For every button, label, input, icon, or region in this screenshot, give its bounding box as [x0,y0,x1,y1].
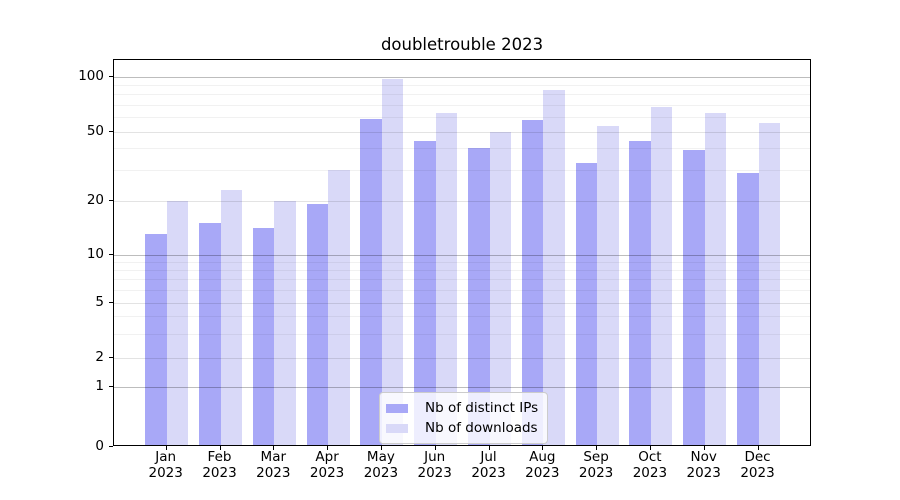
gridline-100 [114,76,810,78]
y-tick-mark-10 [108,253,113,255]
legend-label-downloads: Nb of downloads [425,420,538,436]
bar-distinct-ips-jan [145,234,167,445]
gridline-2 [114,358,810,360]
y-tick-label-0: 0 [95,437,104,454]
x-tick-mark-oct [649,445,651,450]
x-tick-mark-jun [434,445,436,450]
x-tick-label-jul: Jul 2023 [471,449,506,481]
y-tick-label-50: 50 [86,122,104,139]
bar-downloads-feb [220,190,242,445]
x-tick-mark-feb [219,445,221,450]
y-tick-mark-50 [108,130,113,132]
x-tick-label-apr: Apr 2023 [309,449,345,481]
gridline-1 [114,386,810,388]
bar-downloads-may [381,79,404,445]
x-tick-mark-apr [327,445,329,450]
bar-distinct-ips-oct [629,141,651,445]
x-tick-mark-jul [488,445,490,450]
bar-distinct-ips-mar [252,228,275,445]
gridline-50 [114,131,810,133]
bar-downloads-aug [543,89,565,445]
gridline-4 [114,316,810,318]
gridline-10 [114,254,810,256]
x-tick-label-jan: Jan 2023 [148,449,183,481]
gridline-40 [114,148,810,150]
x-tick-mark-aug [542,445,544,450]
x-tick-mark-sep [596,445,598,450]
bar-distinct-ips-jun [414,141,436,445]
y-tick-label-10: 10 [86,245,104,262]
legend: Nb of distinct IPs Nb of downloads [379,392,549,444]
bar-distinct-ips-may [360,118,382,445]
gridline-20 [114,200,810,202]
bar-downloads-dec [758,122,780,445]
bar-downloads-jan [166,200,189,445]
gridline-60 [114,117,810,119]
bar-distinct-ips-feb [199,222,221,445]
gridline-80 [114,94,810,96]
y-tick-mark-100 [108,75,113,77]
legend-item-downloads: Nb of downloads [386,418,538,438]
legend-item-distinct-ips: Nb of distinct IPs [386,398,538,418]
x-tick-label-dec: Dec 2023 [740,449,775,481]
y-tick-label-1: 1 [95,377,104,394]
chart-title: doubletrouble 2023 [380,35,544,54]
gridline-3 [114,333,810,335]
legend-label-distinct-ips: Nb of distinct IPs [425,400,539,416]
y-tick-mark-2 [108,357,113,359]
gridline-90 [114,85,810,87]
bar-downloads-oct [650,107,673,445]
x-tick-label-oct: Oct 2023 [632,449,668,481]
gridline-6 [114,289,810,291]
y-tick-mark-1 [108,385,113,387]
x-tick-label-jun: Jun 2023 [417,449,452,481]
x-tick-label-feb: Feb 2023 [202,449,237,481]
x-tick-label-mar: Mar 2023 [256,449,291,481]
y-tick-mark-5 [108,301,113,303]
y-tick-mark-20 [108,199,113,201]
bar-downloads-apr [328,170,350,445]
x-tick-mark-dec [757,445,759,450]
bar-downloads-sep [597,125,619,445]
y-tick-label-2: 2 [95,349,104,366]
bar-distinct-ips-jul [468,148,490,445]
x-tick-mark-nov [703,445,705,450]
y-tick-mark-0 [108,445,113,447]
gridline-7 [114,279,810,281]
gridline-5 [114,302,810,304]
bar-distinct-ips-dec [737,172,759,445]
x-tick-label-aug: Aug 2023 [525,449,560,481]
gridline-8 [114,269,810,271]
legend-swatch-distinct-ips [386,403,408,413]
gridline-30 [114,170,810,172]
bar-downloads-mar [274,200,296,445]
y-tick-label-5: 5 [95,293,104,310]
x-tick-mark-mar [273,445,275,450]
plot-area [113,59,811,446]
bar-distinct-ips-apr [306,204,329,445]
legend-swatch-downloads [386,423,408,433]
bar-downloads-jul [489,131,511,445]
bar-downloads-jun [435,113,458,445]
bar-downloads-nov [704,113,727,445]
x-tick-label-sep: Sep 2023 [578,449,614,481]
bar-distinct-ips-nov [683,150,705,445]
x-tick-mark-may [380,445,382,450]
bar-distinct-ips-sep [575,162,598,445]
x-tick-mark-jan [165,445,167,450]
gridline-70 [114,105,810,106]
x-tick-label-nov: Nov 2023 [686,449,721,481]
y-tick-label-100: 100 [78,67,104,84]
x-tick-label-may: May 2023 [363,449,399,481]
gridline-9 [114,261,810,263]
bar-distinct-ips-aug [521,119,544,445]
y-tick-label-20: 20 [86,191,104,208]
